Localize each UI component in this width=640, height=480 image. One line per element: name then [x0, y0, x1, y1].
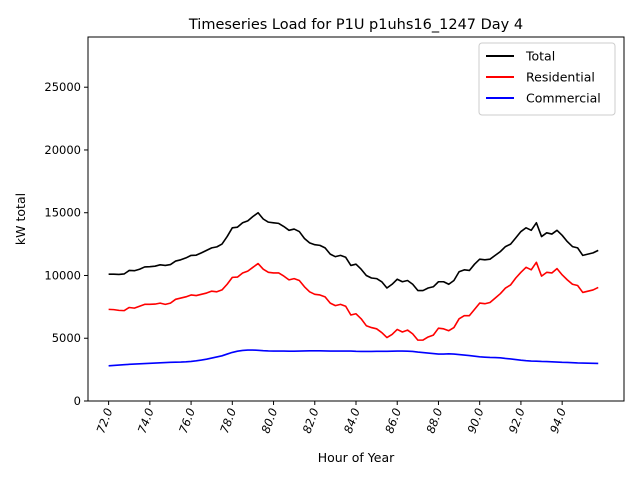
series-line-residential [108, 261, 599, 341]
y-axis: 0 5000 10000 15000 20000 25000 [44, 80, 88, 408]
chart-title: Timeseries Load for P1U p1uhs16_1247 Day… [188, 17, 523, 33]
legend-label-total: Total [525, 49, 555, 64]
legend: Total Residential Commercial [478, 42, 616, 116]
y-axis-label: kW total [13, 193, 28, 245]
y-tick-label: 5000 [52, 331, 81, 345]
y-tick-label: 10000 [44, 268, 81, 282]
x-axis-label: Hour of Year [318, 450, 395, 465]
legend-label-residential: Residential [526, 70, 595, 85]
y-tick-label: 25000 [44, 80, 81, 94]
legend-label-commercial: Commercial [526, 91, 601, 106]
series-line-commercial [108, 349, 599, 367]
y-tick-label: 15000 [44, 206, 81, 220]
series-line-total [108, 211, 599, 292]
y-tick-label: 0 [74, 394, 81, 408]
series-layer [108, 211, 599, 367]
y-tick-label: 20000 [44, 143, 81, 157]
